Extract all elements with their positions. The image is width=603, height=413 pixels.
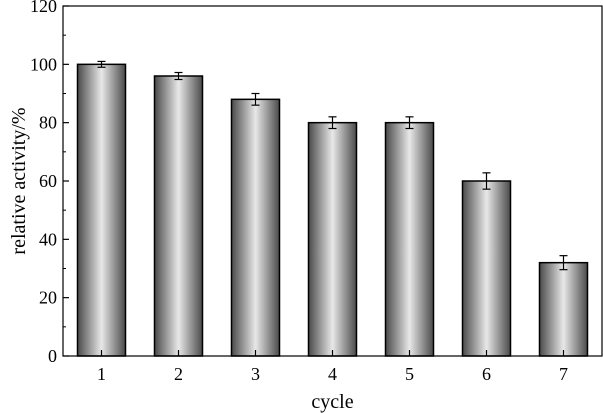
error-bar [482, 172, 491, 190]
x-tick-label: 4 [328, 364, 337, 384]
y-axis-ticks: 0 20 40 60 80 100 120 [30, 0, 69, 366]
y-axis-label: relative activity/% [8, 107, 30, 254]
x-tick-label: 3 [251, 364, 260, 384]
bar-cycle-5 [384, 121, 435, 357]
y-tick-label: 120 [30, 0, 57, 16]
error-bar [174, 71, 183, 81]
error-bars-group [97, 60, 568, 271]
bar-cycle-3 [230, 98, 281, 357]
error-bar [251, 92, 260, 106]
error-bar [97, 60, 106, 68]
y-tick-label: 100 [30, 54, 57, 74]
x-tick-label: 5 [405, 364, 414, 384]
bars-group [76, 63, 589, 357]
y-tick-label: 20 [39, 288, 57, 308]
x-tick-label: 2 [174, 364, 183, 384]
bar-cycle-7 [538, 261, 589, 357]
error-bar [405, 116, 414, 130]
y-tick-label: 0 [48, 346, 57, 366]
bar-cycle-1 [76, 63, 127, 357]
y-tick-label: 80 [39, 113, 57, 133]
x-tick-label: 6 [482, 364, 491, 384]
bar-cycle-4 [307, 121, 358, 357]
x-axis-label: cycle [311, 391, 353, 413]
x-tick-label: 7 [559, 364, 568, 384]
x-axis-ticks: 1 2 3 4 5 6 7 [97, 350, 568, 384]
bar-cycle-6 [461, 180, 512, 357]
bar-cycle-2 [153, 75, 204, 357]
y-tick-label: 40 [39, 229, 57, 249]
y-tick-label: 60 [39, 171, 57, 191]
x-tick-label: 1 [97, 364, 106, 384]
error-bar [328, 116, 337, 130]
error-bar [559, 255, 568, 271]
